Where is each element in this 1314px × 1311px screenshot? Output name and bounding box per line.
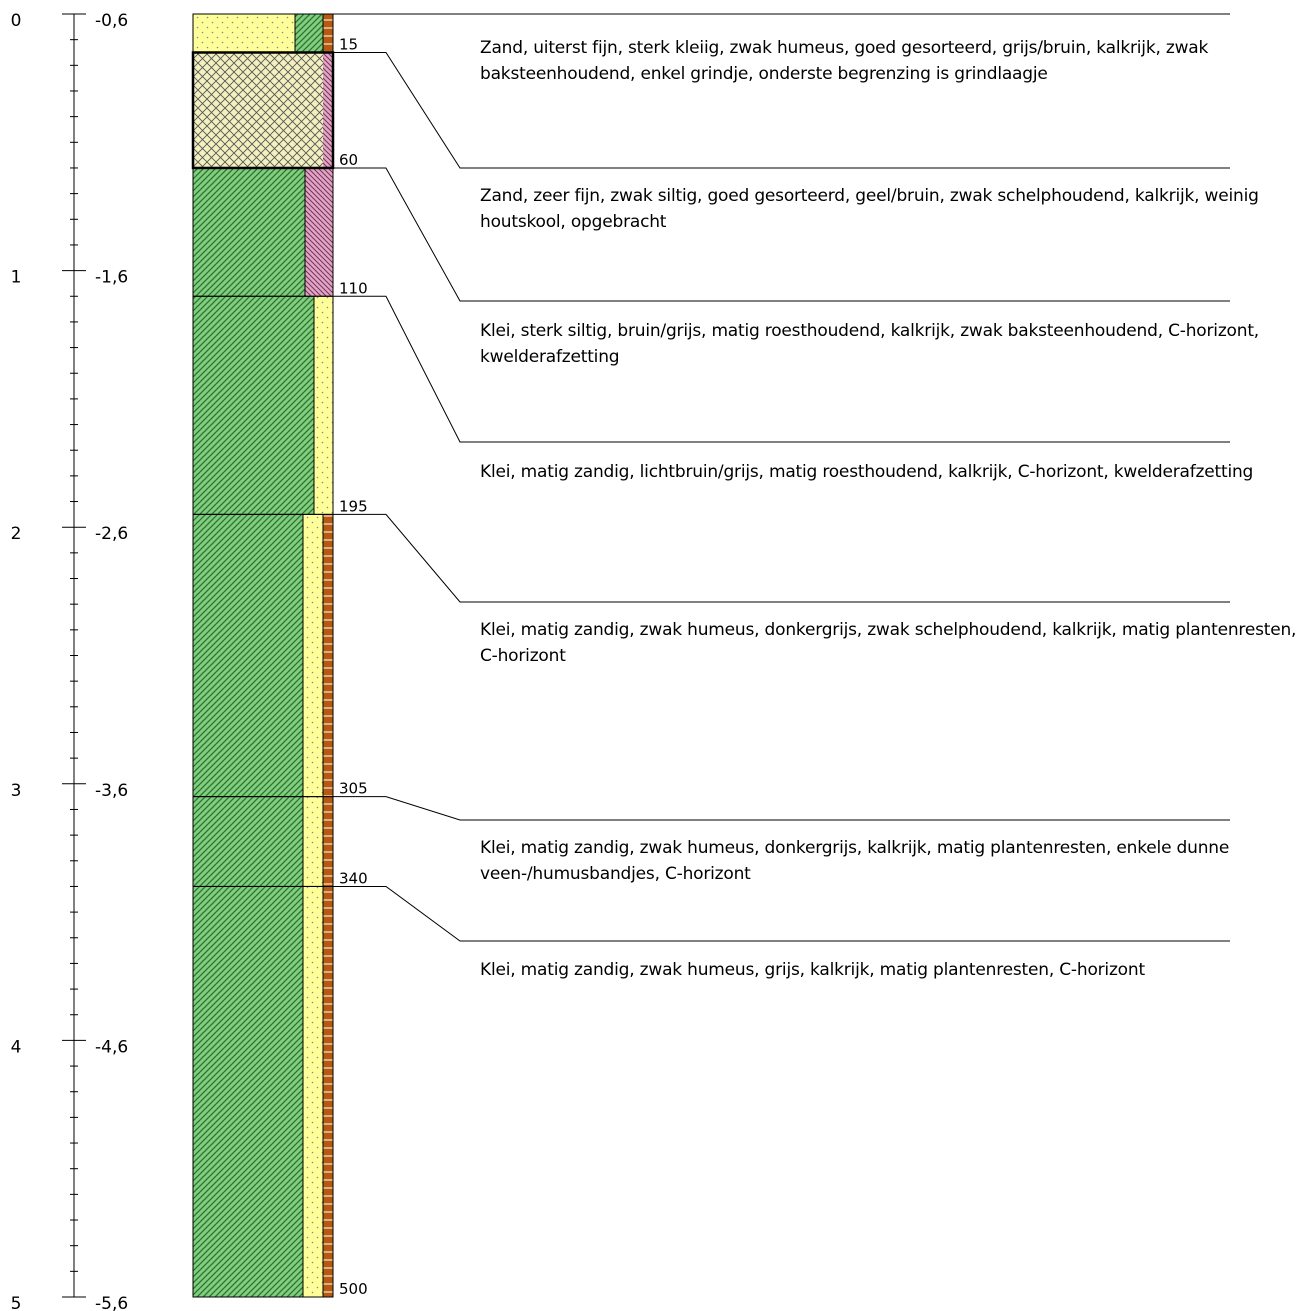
layer-fill-segment [323,52,333,168]
connector-line [333,295,1230,443]
layer-fill-segment [323,886,333,1297]
layer-description: Klei, matig zandig, lichtbruin/grijs, ma… [480,462,1254,482]
layer-fill-segment [193,52,323,168]
layer-fill-segment [193,796,303,887]
layer-description: Klei, sterk siltig, bruin/grijs, matig r… [480,321,1259,367]
boundary-depth-label: 15 [339,35,358,53]
depth-tick-label: 1 [11,268,22,288]
layer-fill-segment [303,886,323,1297]
layer-fill-segment [193,514,303,797]
layer-fill-segment [193,886,303,1297]
layer-description: Klei, matig zandig, zwak humeus, donkerg… [480,838,1230,884]
connector-line [333,885,1230,942]
layer-outline [192,885,334,1298]
connector-line [333,51,1230,169]
connector-line [333,796,1230,821]
boundary-depth-label: 305 [339,780,368,798]
nap-tick-label: -3,6 [95,781,128,801]
boundary-depth-label: 340 [339,869,368,887]
boundary-depth-label: 110 [339,279,368,297]
layer-fill-segment [295,14,323,53]
layer-fill-segment [193,296,314,515]
nap-tick-label: -4,6 [95,1037,128,1057]
nap-tick-label: -1,6 [95,268,128,288]
nap-tick-label: -2,6 [95,524,128,544]
layer-description: Zand, uiterst fijn, sterk kleiig, zwak h… [480,38,1209,84]
boundary-depth-label: 500 [339,1280,368,1298]
nap-tick-label: -5,6 [95,1294,128,1311]
layer-fill-segment [314,296,333,515]
depth-tick-label: 0 [11,11,22,31]
depth-tick-label: 4 [11,1037,22,1057]
layer-fill-segment [323,796,333,887]
layer-fill-segment [323,514,333,797]
layer-outline-bold [191,51,335,170]
connector-line [333,513,1230,603]
nap-tick-label: -0,6 [95,11,128,31]
layer-fill-segment [305,167,333,297]
layer-description: Klei, matig zandig, zwak humeus, grijs, … [480,960,1145,980]
layer-fill-segment [193,167,305,297]
connector-line [333,167,1230,302]
layer-fill-segment [323,14,333,53]
layer-description: Klei, matig zandig, zwak humeus, donkerg… [480,620,1297,666]
depth-tick-label: 5 [11,1294,22,1311]
depth-tick-label: 2 [11,524,22,544]
layer-fill-segment [193,14,295,53]
layer-description: Zand, zeer fijn, zwak siltig, goed gesor… [480,186,1259,232]
boundary-depth-label: 60 [339,151,358,169]
depth-tick-label: 3 [11,781,22,801]
layer-fill-segment [303,796,323,887]
layer-fill-segment [303,514,323,797]
boundary-depth-label: 195 [339,497,368,515]
